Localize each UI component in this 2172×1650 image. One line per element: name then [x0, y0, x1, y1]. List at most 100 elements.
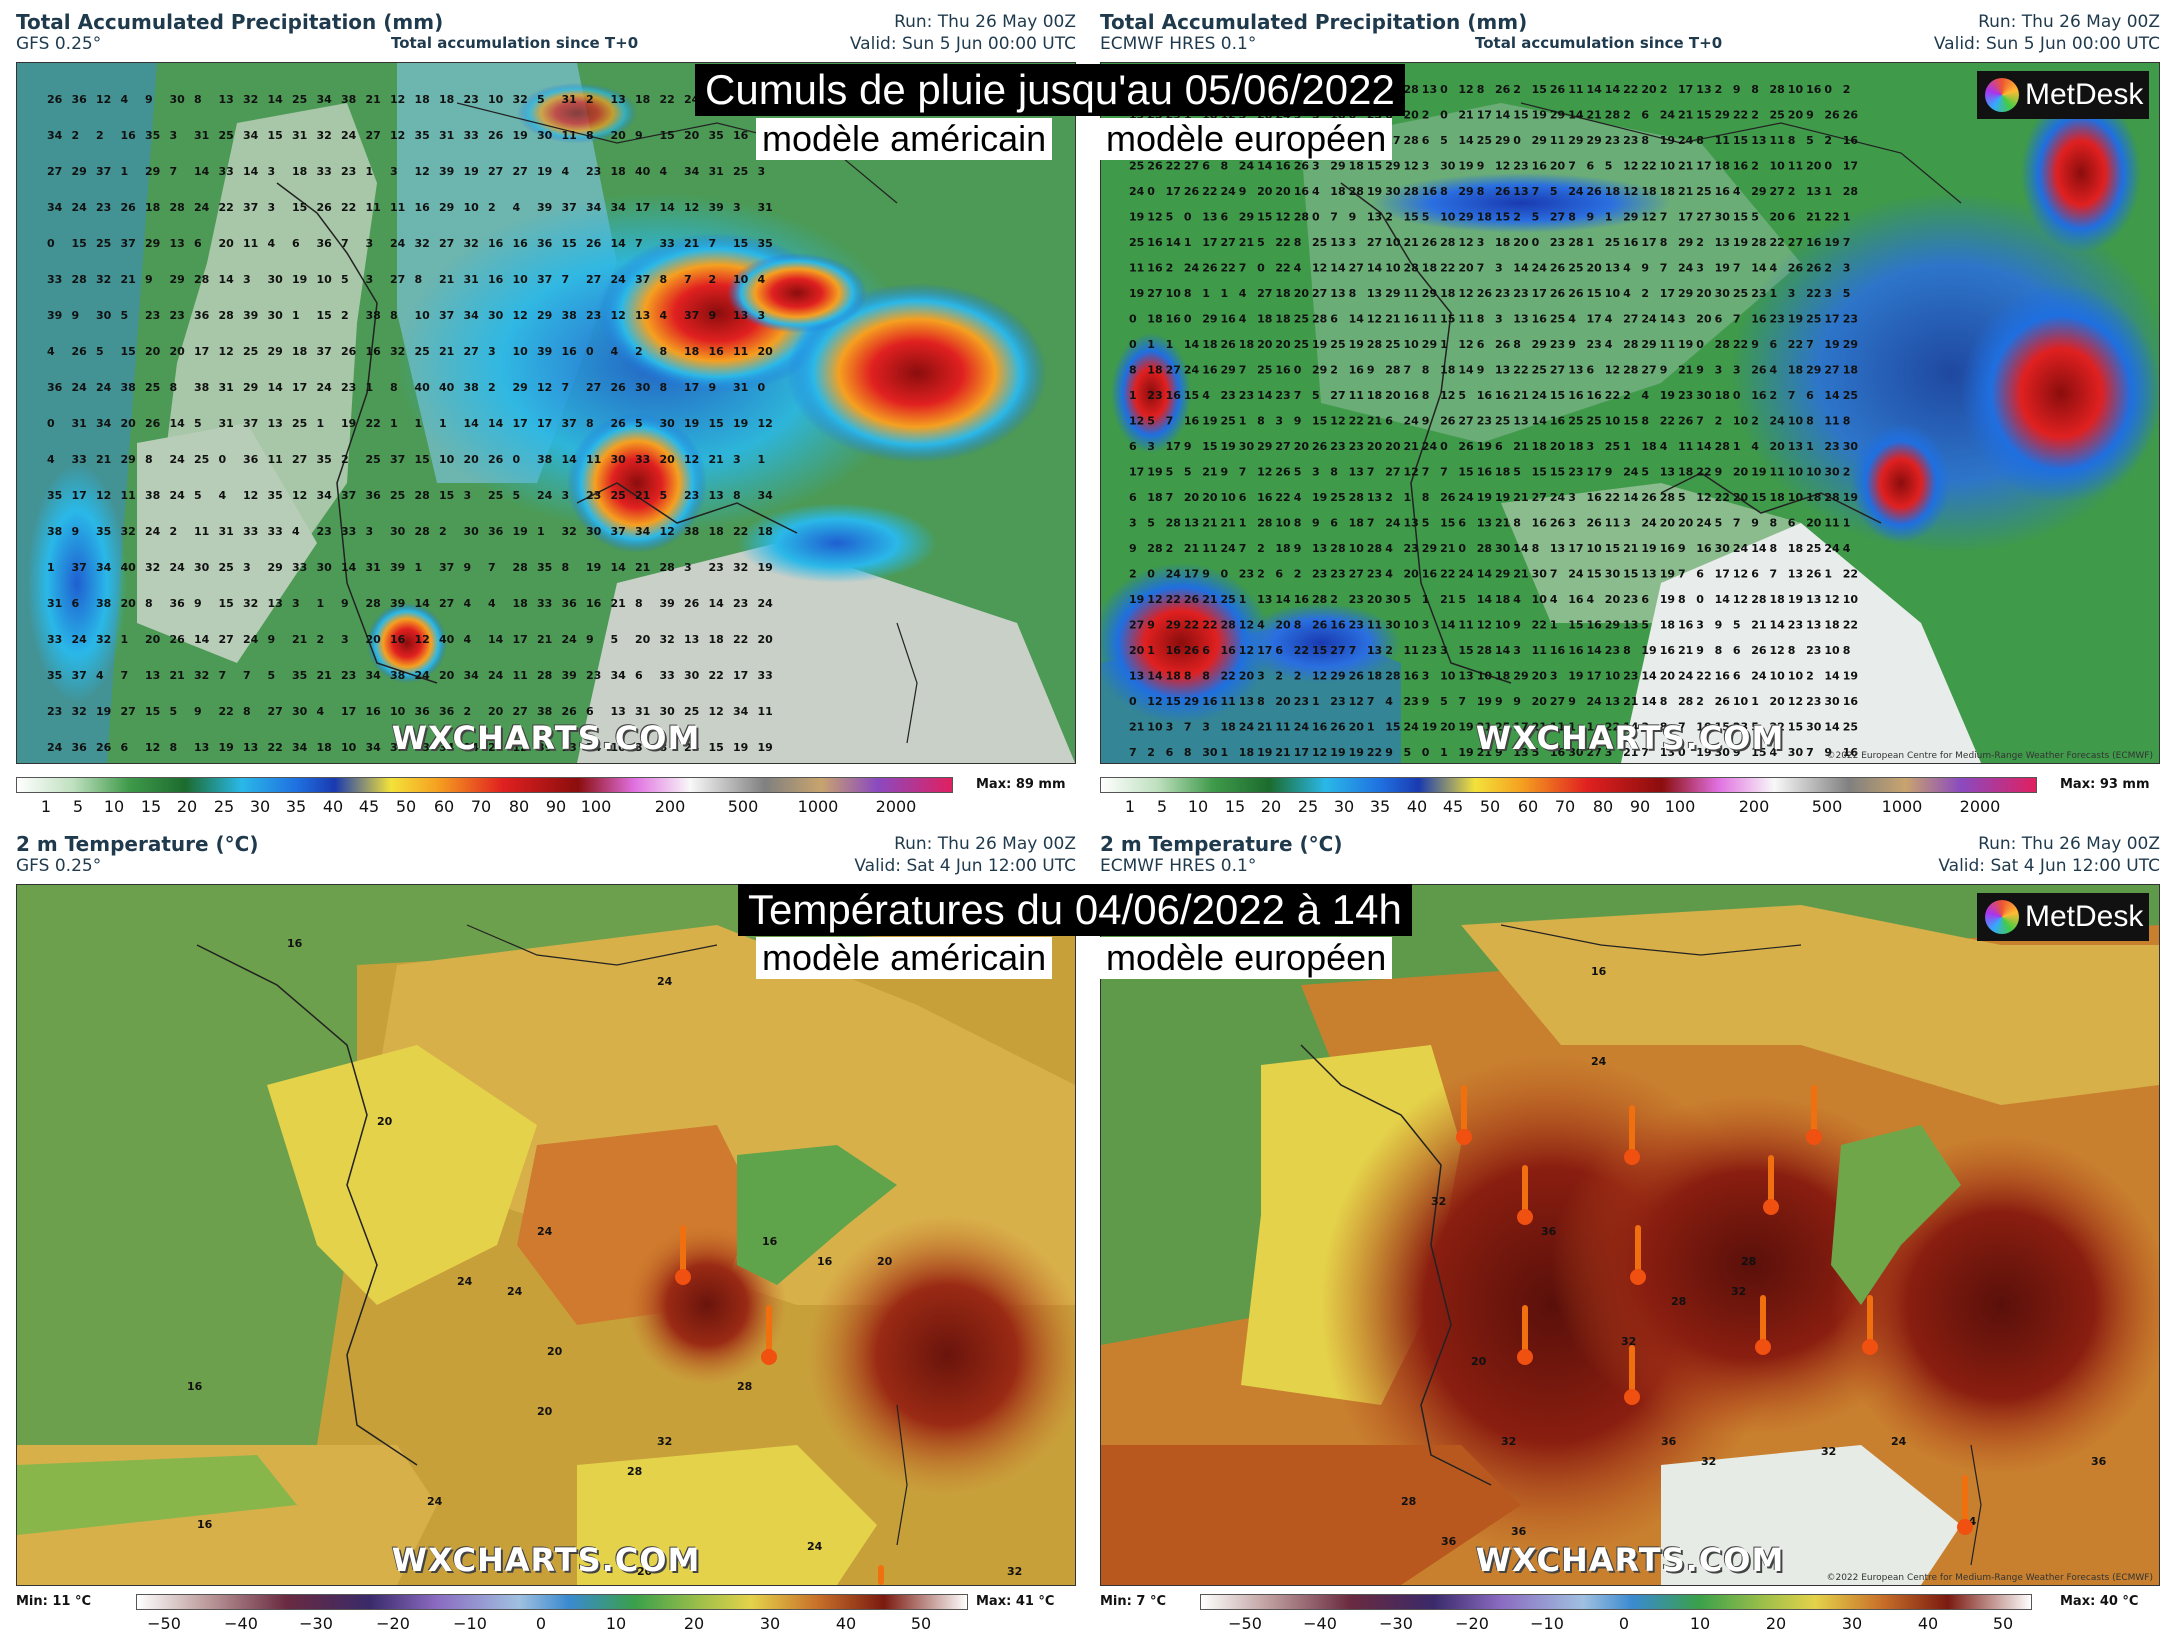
grid-value: 28 [660, 561, 675, 574]
grid-value: 27 [1257, 287, 1272, 300]
grid-value: 25 [219, 561, 234, 574]
grid-value: 23 [1623, 593, 1638, 606]
grid-value: 23 [1349, 593, 1364, 606]
grid-value: 4 [464, 597, 472, 610]
grid-value: 16 [1294, 185, 1310, 198]
grid-value: 6 [635, 669, 643, 682]
grid-value: 14 [1495, 109, 1511, 122]
grid-value: 11 [268, 453, 283, 466]
grid-value: 15 [1385, 721, 1400, 734]
grid-value: 30 [1605, 568, 1621, 581]
tick-label: 50 [910, 1614, 932, 1633]
grid-value: 12 [537, 381, 552, 394]
grid-value: 25 [1696, 185, 1711, 198]
grid-value: 10 [513, 345, 529, 358]
isotherm-label: 32 [1731, 1285, 1746, 1298]
grid-value: 36 [317, 237, 333, 250]
tick-label: 1000 [797, 797, 839, 816]
grid-value: 27 [513, 705, 528, 718]
max-label: Max: 93 mm [2060, 777, 2150, 792]
tick-label: 40 [835, 1614, 857, 1633]
grid-value: 33 [464, 129, 479, 142]
isotherm-label: 24 [657, 975, 673, 988]
grid-value: 30 [660, 417, 676, 430]
grid-value: 18 [1239, 338, 1254, 351]
grid-value: 11 [1202, 542, 1217, 555]
grid-value: 26 [586, 237, 602, 250]
american-model-label: modèle américain [756, 937, 1053, 979]
grid-value: 15 [1257, 211, 1272, 224]
grid-value: 12 [415, 165, 430, 178]
grid-value: 24 [1696, 517, 1712, 530]
grid-value: 20 [1294, 440, 1310, 453]
grid-value: 12 [611, 309, 626, 322]
grid-value: 2 [170, 525, 178, 538]
grid-value: 2 [488, 201, 496, 214]
grid-value: 30 [586, 525, 602, 538]
tick-label: 80 [1592, 797, 1614, 816]
grid-value: 32 [121, 525, 136, 538]
grid-value: 23 [1239, 568, 1254, 581]
grid-value: 26 [1715, 695, 1731, 708]
grid-value: 14 [1641, 670, 1657, 683]
grid-value: 19 [341, 417, 356, 430]
grid-value: 13 [611, 705, 626, 718]
grid-value: 21 [635, 489, 650, 502]
grid-value: 15 [1587, 287, 1602, 300]
grid-value: 26 [317, 201, 333, 214]
grid-value: 29 [1605, 619, 1620, 632]
grid-value: 15 [1513, 109, 1528, 122]
grid-value: 7 [1184, 721, 1192, 734]
tick-label: −20 [376, 1614, 410, 1633]
grid-value: 9 [268, 633, 276, 646]
grid-value: 12 [1440, 389, 1455, 402]
grid-value: 15 [219, 597, 234, 610]
grid-value: 22 [1166, 160, 1181, 173]
grid-value: 23 [1422, 644, 1437, 657]
grid-value: 12 [1733, 568, 1748, 581]
grid-value: 3 [1257, 670, 1265, 683]
european-model-label: modèle européen [1100, 937, 1393, 979]
grid-value: 3 [268, 165, 276, 178]
grid-value: 24 [415, 669, 431, 682]
grid-value: 8 [1715, 644, 1723, 657]
grid-value: 21 [1440, 542, 1455, 555]
grid-value: 36 [194, 309, 210, 322]
grid-value: 39 [537, 741, 552, 754]
tick-label: −30 [1379, 1614, 1413, 1633]
grid-value: 21 [1202, 517, 1217, 530]
tick-label: 20 [1260, 797, 1282, 816]
grid-value: 25 [292, 93, 307, 106]
grid-value: 33 [219, 165, 234, 178]
grid-value: 26 [47, 93, 63, 106]
grid-value: 22 [1275, 236, 1290, 249]
grid-value: 25 [1294, 313, 1309, 326]
grid-value: 7 [1660, 211, 1668, 224]
grid-value: 16 [366, 345, 382, 358]
grid-value: 26 [488, 453, 504, 466]
grid-value: 26 [121, 201, 137, 214]
grid-value: 2 [1166, 542, 1174, 555]
isotherm-label: 36 [1541, 1225, 1557, 1238]
grid-value: 32 [562, 525, 577, 538]
grid-value: 1 [1312, 695, 1320, 708]
grid-value: 4 [660, 309, 668, 322]
grid-value: 5 [194, 489, 202, 502]
grid-value: 3 [1202, 721, 1210, 734]
grid-value: 25 [488, 489, 503, 502]
grid-value: 25 [1550, 313, 1565, 326]
grid-value: 20 [121, 417, 137, 430]
grid-value: 20 [1440, 721, 1456, 734]
grid-value: 28 [1367, 338, 1382, 351]
grid-value: 19 [1532, 109, 1547, 122]
grid-value: 2 [1513, 211, 1521, 224]
grid-value: 25 [1477, 134, 1492, 147]
grid-value: 16 [1843, 746, 1859, 759]
grid-value: 18 [709, 525, 724, 538]
grid-value: 30 [268, 273, 284, 286]
grid-value: 4 [1513, 593, 1521, 606]
grid-value: 15 [1404, 211, 1419, 224]
grid-value: 37 [72, 669, 87, 682]
model-name: ECMWF HRES 0.1° [1100, 856, 1257, 876]
grid-value: 27 [1349, 262, 1364, 275]
